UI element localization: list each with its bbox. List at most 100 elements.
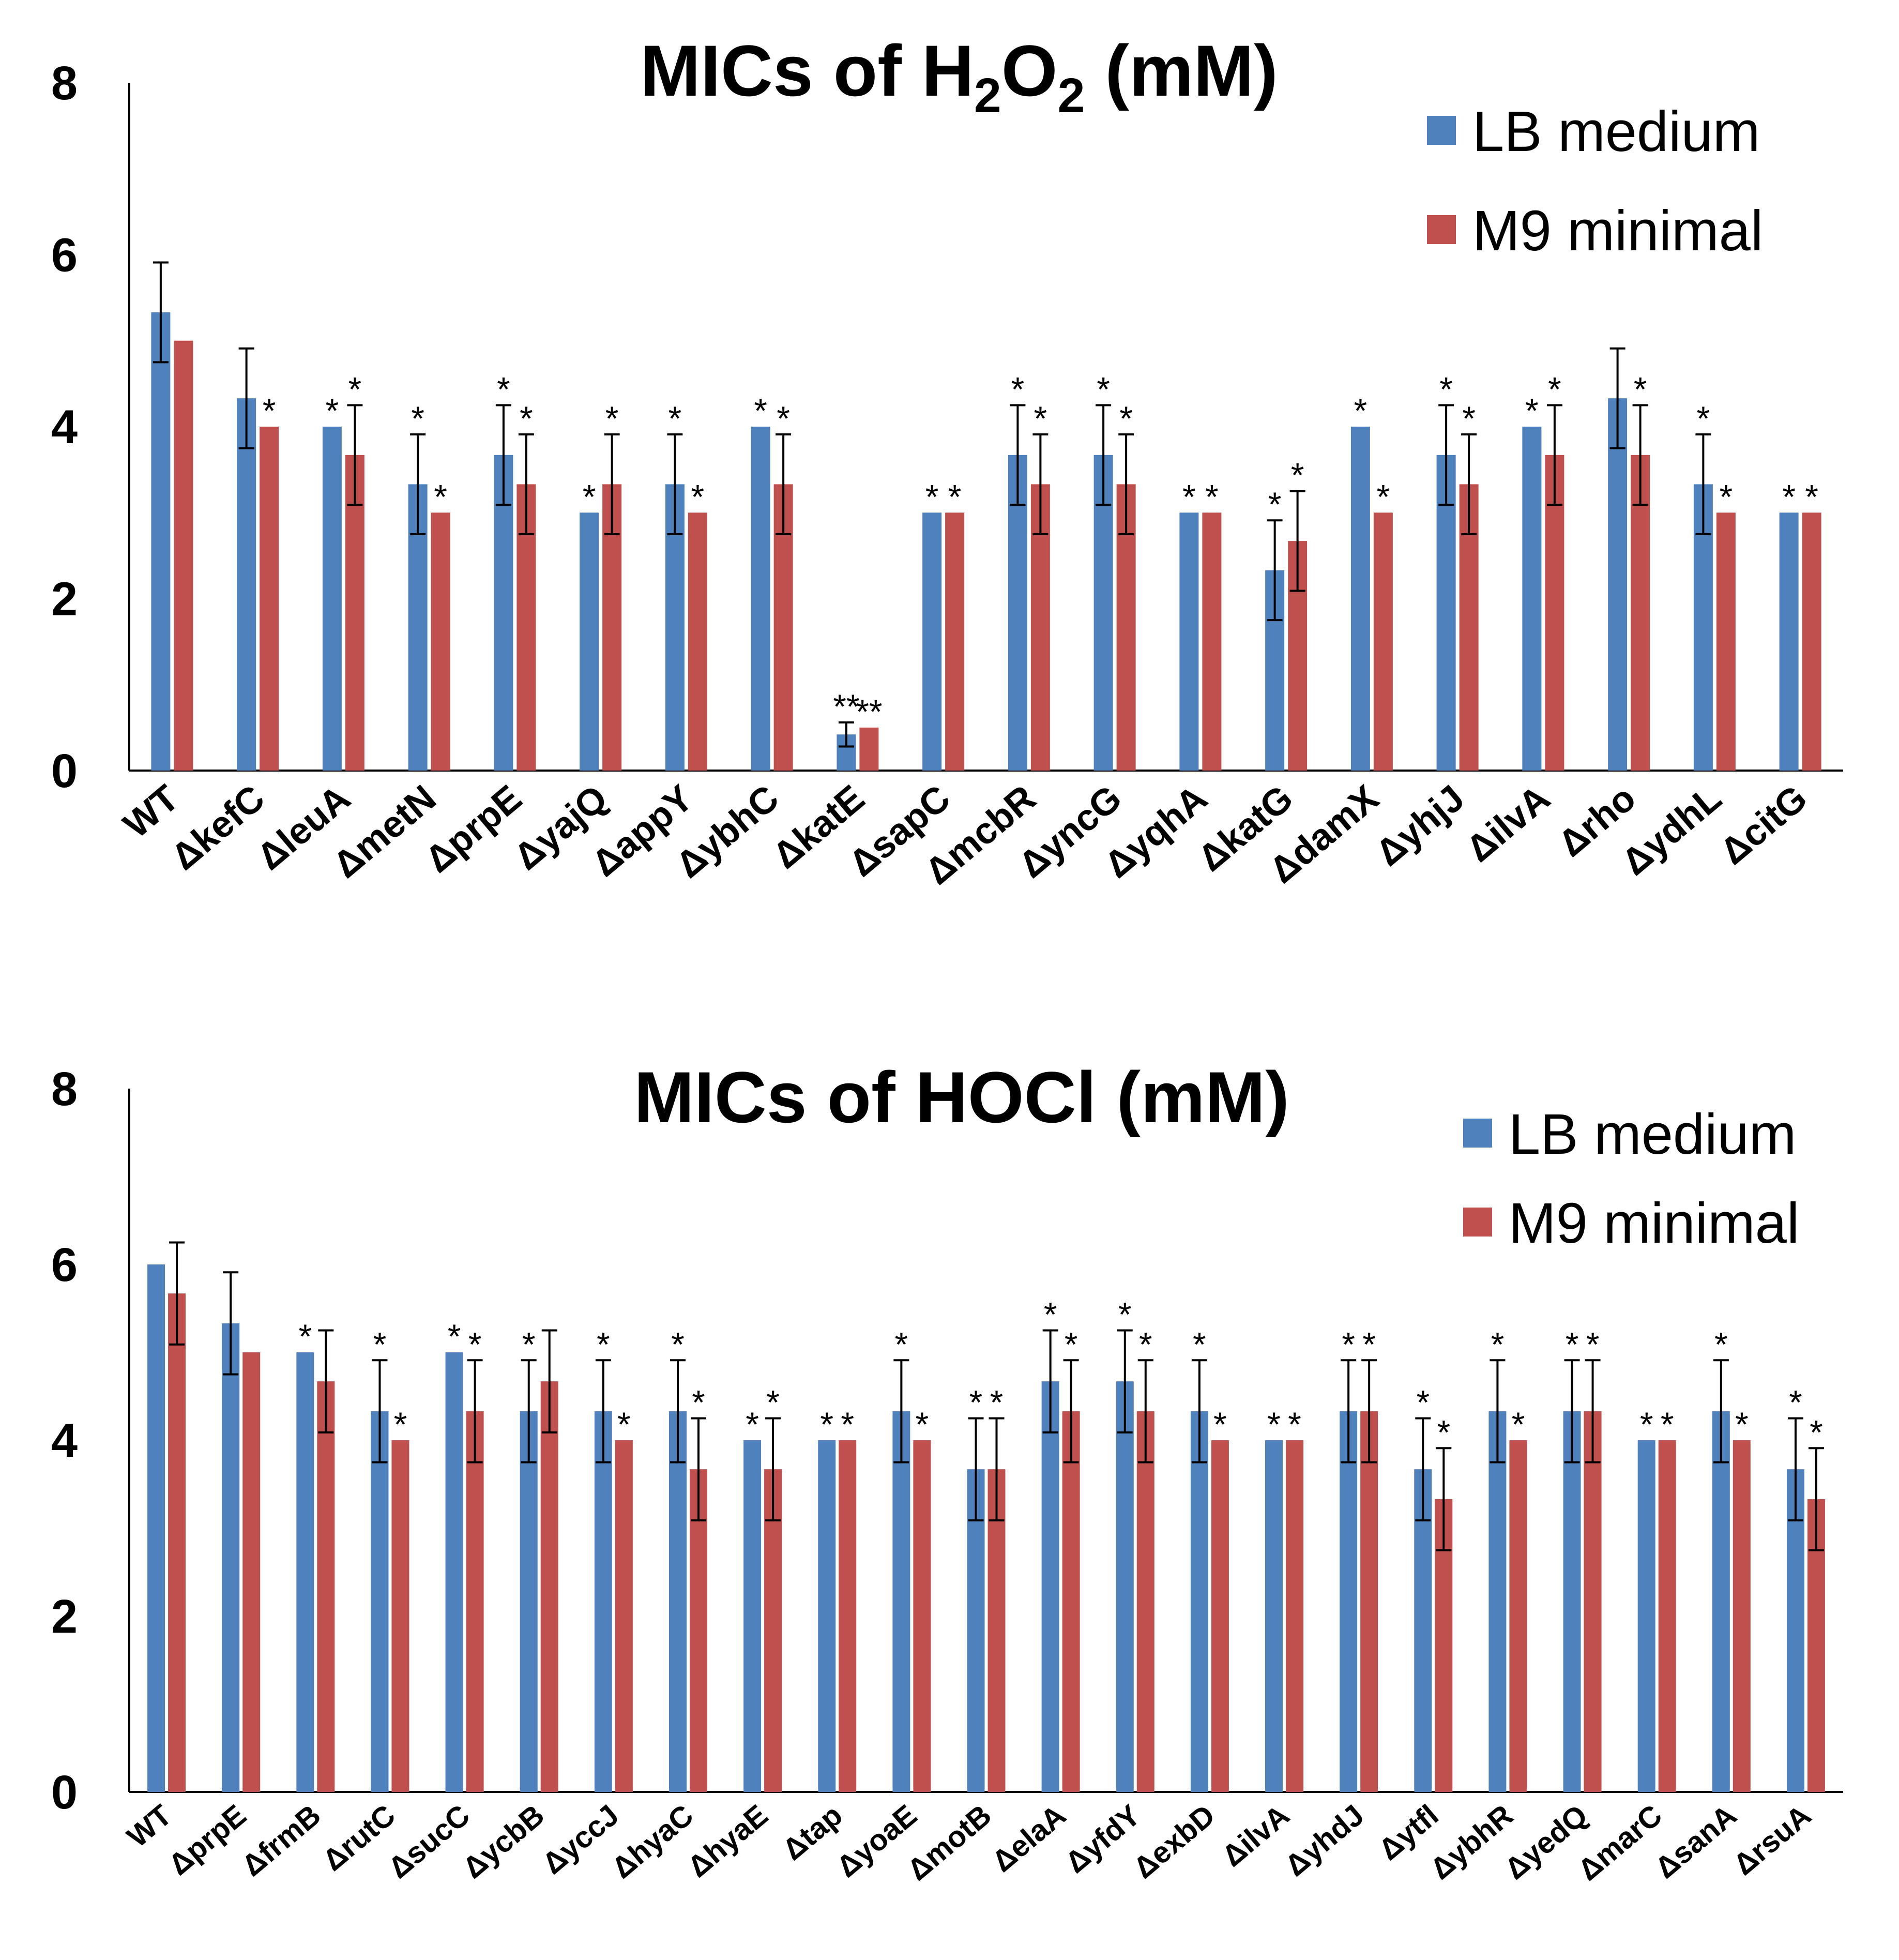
bar-m9 (913, 1440, 931, 1792)
bar-m9 (431, 512, 450, 771)
significance-mark-lb: * (497, 370, 510, 408)
legend-swatch-m9 (1427, 215, 1456, 244)
y-tick-label: 0 (51, 745, 78, 797)
significance-mark-m9: * (605, 399, 619, 438)
significance-mark-m9: * (1213, 1405, 1227, 1443)
bar-lb (1712, 1411, 1730, 1792)
significance-mark-m9: * (1362, 1325, 1376, 1363)
h2o2-legend: LB medium M9 minimal (1427, 100, 1763, 263)
significance-mark-lb: * (1416, 1383, 1430, 1422)
significance-mark-lb: * (373, 1325, 387, 1363)
bar-m9 (1211, 1440, 1229, 1792)
x-tick-label: ΔmarC (1572, 1798, 1668, 1887)
bar-lb (1779, 512, 1799, 771)
significance-mark-lb: * (597, 1325, 610, 1363)
significance-mark-lb: * (1097, 370, 1110, 408)
hocl-y-tick-labels: 0 2 4 6 8 (51, 1063, 78, 1819)
bar-m9 (168, 1293, 186, 1792)
significance-mark-m9: * (1291, 456, 1304, 494)
bar-m9 (688, 512, 707, 771)
significance-mark-m9: * (841, 1405, 854, 1443)
hocl-axes (128, 1089, 1843, 1793)
bar-m9 (764, 1469, 782, 1792)
bar-m9 (689, 1469, 707, 1792)
significance-mark-m9: * (1512, 1405, 1525, 1443)
hocl-x-tick-labels: WTΔprpEΔfrmBΔrutCΔsucCΔycbBΔyccJΔhyaCΔhy… (121, 1798, 1818, 1887)
significance-mark-m9: * (394, 1405, 407, 1443)
significance-mark-m9: * (468, 1325, 482, 1363)
bar-lb (151, 312, 171, 771)
bar-m9 (1509, 1440, 1527, 1792)
bar-m9 (839, 1440, 857, 1792)
hocl-chart-title: MICs of HOCl (mM) (634, 1057, 1289, 1138)
significance-mark-m9: * (1139, 1325, 1152, 1363)
x-tick-label: ΔybhR (1424, 1798, 1520, 1886)
significance-mark-lb: * (1782, 477, 1796, 516)
significance-mark-m9: * (766, 1383, 780, 1422)
significance-mark-lb: * (1193, 1325, 1206, 1363)
y-tick-label: 2 (51, 573, 78, 626)
significance-mark-lb: * (1714, 1325, 1728, 1363)
significance-mark-m9: * (1119, 399, 1133, 438)
significance-mark-m9: * (777, 399, 790, 438)
significance-mark-lb: * (754, 391, 767, 430)
significance-mark-lb: * (746, 1405, 759, 1443)
bar-m9 (1733, 1440, 1751, 1792)
significance-mark-m9: * (348, 370, 362, 408)
significance-mark-m9: * (1805, 477, 1818, 516)
significance-mark-lb: * (1011, 370, 1025, 408)
significance-mark-lb: * (669, 399, 682, 438)
bar-lb (147, 1264, 165, 1792)
x-tick-label: ΔyhdJ (1279, 1798, 1370, 1883)
bar-m9 (174, 340, 193, 771)
y-tick-label: 2 (51, 1590, 78, 1643)
bar-m9 (1658, 1440, 1676, 1792)
bar-lb (1786, 1469, 1804, 1792)
y-tick-label: 6 (51, 229, 78, 282)
bar-m9 (260, 427, 279, 771)
bar-lb (1093, 455, 1113, 771)
legend-swatch-m9 (1463, 1208, 1492, 1237)
x-tick-label: ΔmotB (901, 1798, 998, 1887)
bar-lb (520, 1411, 538, 1792)
significance-mark-lb: * (448, 1317, 461, 1355)
significance-mark-lb: * (411, 399, 424, 438)
x-tick-label: ΔfrmB (235, 1798, 327, 1883)
x-tick-label: ΔrsuA (1727, 1798, 1817, 1882)
significance-mark-m9: * (1586, 1325, 1600, 1363)
bar-m9 (1136, 1411, 1154, 1792)
bar-lb (580, 512, 599, 771)
significance-mark-lb: * (1525, 391, 1539, 430)
y-tick-label: 6 (51, 1239, 78, 1291)
significance-mark-m9: * (1720, 477, 1733, 516)
significance-mark-lb: * (1044, 1295, 1057, 1334)
bar-m9 (1286, 1440, 1304, 1792)
bar-m9 (945, 512, 965, 771)
x-tick-label: ΔkefC (163, 777, 272, 878)
significance-mark-lb: * (1267, 1405, 1281, 1443)
significance-mark-lb: * (1182, 477, 1196, 516)
x-tick-label: ΔhyaC (605, 1798, 700, 1885)
bar-lb (669, 1411, 687, 1792)
significance-mark-m9: * (691, 477, 705, 516)
significance-mark-m9: * (1437, 1413, 1450, 1451)
x-tick-label: ΔyhjJ (1368, 777, 1472, 874)
y-tick-label: 8 (51, 1063, 78, 1115)
x-tick-label: ΔhyaE (681, 1798, 774, 1884)
bar-lb (818, 1440, 836, 1792)
significance-mark-m9: * (1377, 477, 1390, 516)
bar-lb (1350, 427, 1370, 771)
bar-lb (1608, 398, 1628, 771)
significance-mark-lb: * (1268, 485, 1282, 523)
significance-mark-m9: * (520, 399, 533, 438)
significance-mark-m9: * (1034, 399, 1047, 438)
bar-lb (743, 1440, 762, 1792)
significance-mark-m9: ** (856, 692, 882, 731)
hocl-significance-marks: * * * * * ** **** ****** ******** ** *** ** *** *** * * (298, 1295, 1822, 1452)
significance-mark-lb: * (1566, 1325, 1579, 1363)
significance-mark-m9: * (434, 477, 447, 516)
legend-label-m9: M9 minimal (1509, 1192, 1799, 1255)
bar-lb (494, 455, 513, 771)
